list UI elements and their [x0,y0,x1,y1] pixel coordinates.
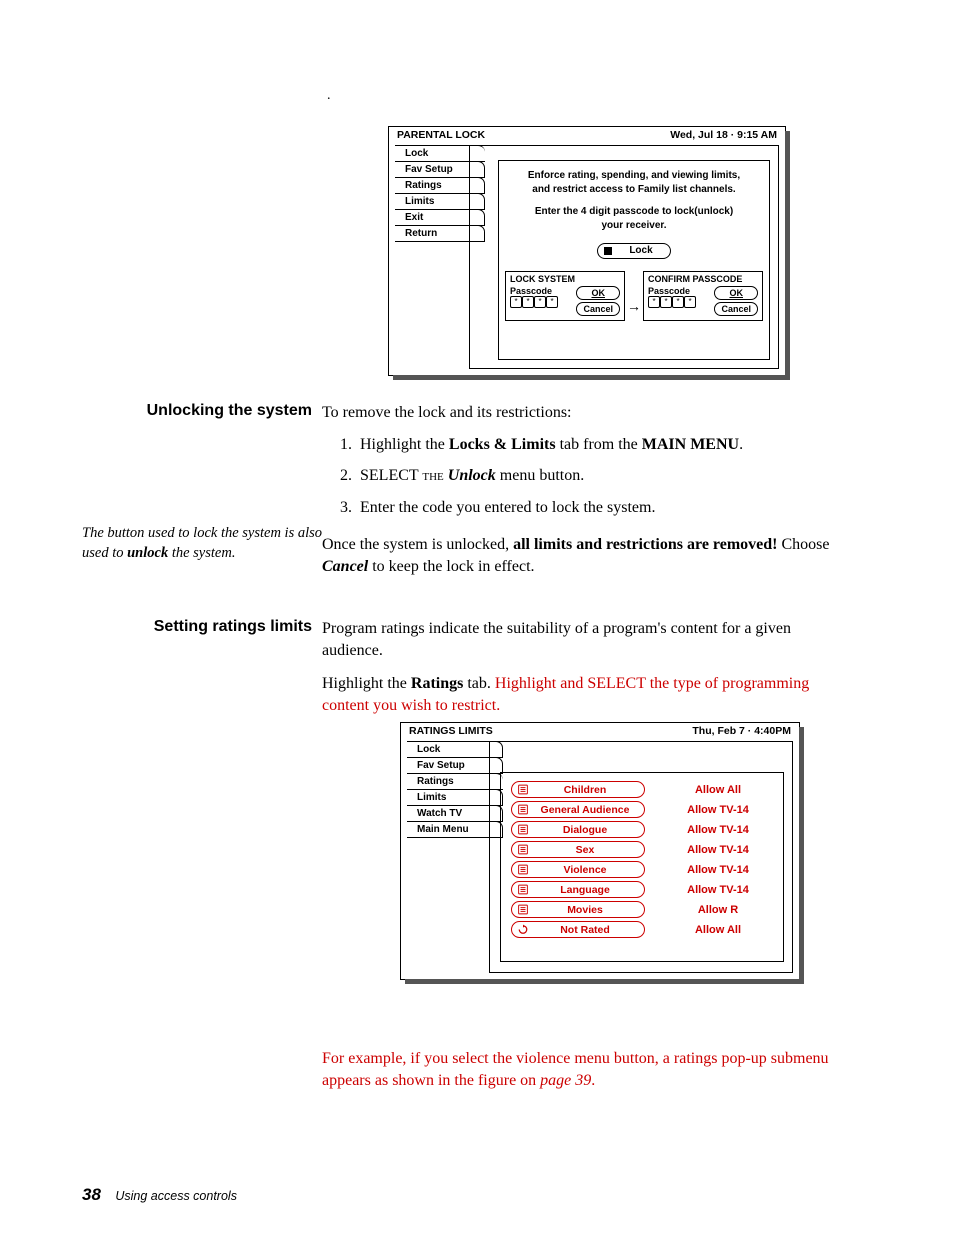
dialog-title: CONFIRM PASSCODE [648,274,758,286]
rating-allow-value: Allow TV-14 [673,864,763,876]
figure-parental-lock: PARENTAL LOCK Wed, Jul 18 · 9:15 AM Lock… [388,126,786,376]
rating-row: Violence Allow TV-14 [511,861,773,878]
tv1-panel: Enforce rating, spending, and viewing li… [469,145,779,369]
dialog-lock-system: LOCK SYSTEM Passcode **** OK Cancel [505,271,625,321]
rating-button-general-audience[interactable]: General Audience [511,801,645,818]
sec1-p2: Once the system is unlocked, all limits … [322,534,852,577]
figure-ratings-limits: RATINGS LIMITS Thu, Feb 7 · 4:40PM Lock … [400,722,800,980]
rating-allow-value: Allow TV-14 [673,844,763,856]
dialog-confirm-passcode: CONFIRM PASSCODE Passcode **** OK Cancel [643,271,763,321]
cycle-icon [518,924,528,935]
sec2-p2: Highlight the Ratings tab. Highlight and… [322,673,852,716]
rating-allow-value: Allow TV-14 [673,824,763,836]
rating-allow-value: Allow TV-14 [673,804,763,816]
page-footer: 38 Using access controls [82,1185,237,1205]
list-icon [518,804,528,815]
rating-button-language[interactable]: Language [511,881,645,898]
rating-button-sex[interactable]: Sex [511,841,645,858]
page-number: 38 [82,1185,101,1204]
passcode-label: Passcode [648,286,696,296]
rating-label: Violence [564,864,607,876]
rating-row: Not Rated Allow All [511,921,773,938]
arrow-icon: → [627,303,641,313]
rating-button-not-rated[interactable]: Not Rated [511,921,645,938]
rating-allow-value: Allow All [673,784,763,796]
lock-button[interactable]: Lock [597,243,671,259]
rating-button-movies[interactable]: Movies [511,901,645,918]
rating-button-children[interactable]: Children [511,781,645,798]
rating-label: Movies [567,904,603,916]
figure-shadow [405,979,804,984]
figure-shadow [785,131,790,380]
rating-button-violence[interactable]: Violence [511,861,645,878]
list-icon [518,784,528,795]
rating-allow-value: Allow R [673,904,763,916]
rating-row: Children Allow All [511,781,773,798]
side-note: The button used to lock the system is al… [82,524,332,563]
passcode-label: Passcode [510,286,558,296]
link-page-39[interactable]: page 39 [540,1072,591,1089]
figure-shadow [393,375,790,380]
ok-button[interactable]: OK [576,286,620,300]
tv2-datetime: Thu, Feb 7 · 4:40PM [692,725,791,737]
sec2-p1: Program ratings indicate the suitability… [322,618,852,661]
figure-shadow [799,727,804,984]
rating-row: Sex Allow TV-14 [511,841,773,858]
sec1-intro: To remove the lock and its restrictions: [322,402,852,424]
tv1-title: PARENTAL LOCK [397,129,485,141]
list-icon [518,904,528,915]
passcode-boxes[interactable]: **** [648,296,696,308]
list-icon [518,844,528,855]
tv1-blurb1: Enforce rating, spending, and viewing li… [499,161,769,197]
rating-label: Not Rated [560,924,610,936]
stray-dot: . [327,88,331,104]
rating-row: Language Allow TV-14 [511,881,773,898]
cancel-button[interactable]: Cancel [576,302,620,316]
tv1-blurb2: Enter the 4 digit passcode to lock(unloc… [499,197,769,233]
rating-allow-value: Allow TV-14 [673,884,763,896]
sec1-item3: 3. Enter the code you entered to lock th… [340,497,852,519]
passcode-boxes[interactable]: **** [510,296,558,308]
tv2-title: RATINGS LIMITS [409,725,493,737]
sec3-p: For example, if you select the violence … [322,1048,852,1091]
list-icon [518,884,528,895]
rating-allow-value: Allow All [673,924,763,936]
rating-row: Dialogue Allow TV-14 [511,821,773,838]
rating-label: General Audience [541,804,630,816]
rating-button-dialogue[interactable]: Dialogue [511,821,645,838]
dialog-title: LOCK SYSTEM [510,274,620,286]
rating-label: Language [560,884,610,896]
list-icon [518,864,528,875]
rating-label: Dialogue [563,824,607,836]
sec1-item2: 2. SELECT the Unlock menu button. [340,465,852,487]
rating-label: Children [564,784,607,796]
rating-row: Movies Allow R [511,901,773,918]
rating-row: General Audience Allow TV-14 [511,801,773,818]
heading-ratings-limits: Setting ratings limits [82,618,312,636]
chapter-title: Using access controls [115,1189,237,1203]
tv2-panel: Children Allow All General Audience Allow T… [489,741,793,973]
ok-button[interactable]: OK [714,286,758,300]
heading-unlocking: Unlocking the system [82,402,312,420]
rating-label: Sex [576,844,595,856]
tv1-datetime: Wed, Jul 18 · 9:15 AM [670,129,777,141]
list-icon [518,824,528,835]
sec1-item1: 1. Highlight the Locks & Limits tab from… [340,434,852,456]
cancel-button[interactable]: Cancel [714,302,758,316]
